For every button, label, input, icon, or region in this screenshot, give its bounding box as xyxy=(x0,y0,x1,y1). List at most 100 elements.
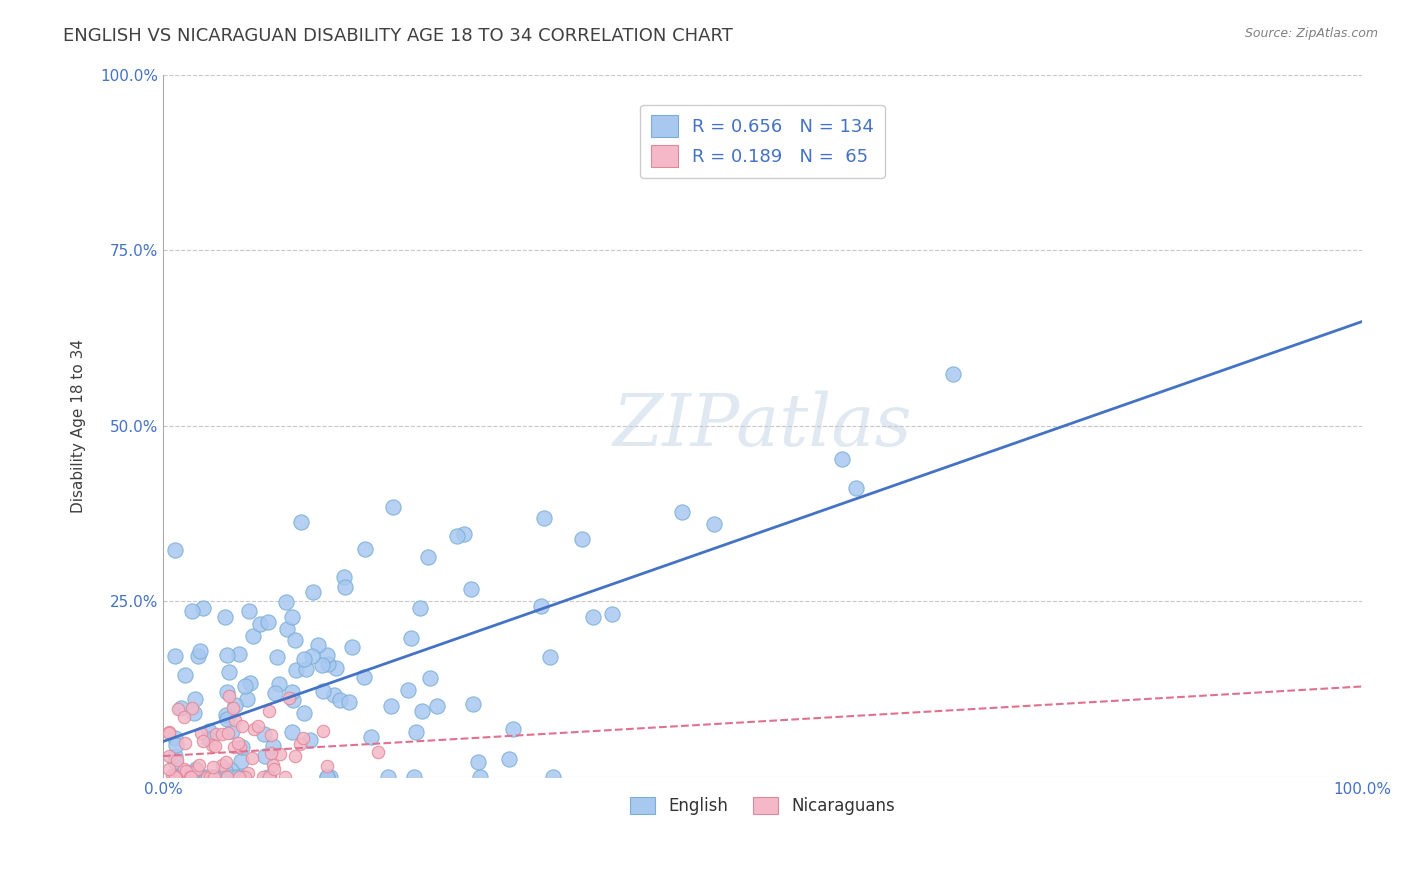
Point xyxy=(298,733,321,747)
Point xyxy=(316,758,339,772)
Point xyxy=(207,770,229,784)
Point xyxy=(240,751,263,765)
Point xyxy=(247,719,270,733)
Y-axis label: Disability Age 18 to 34: Disability Age 18 to 34 xyxy=(72,339,86,513)
Point xyxy=(238,604,260,618)
Point xyxy=(202,760,225,774)
Point xyxy=(190,726,212,740)
Point xyxy=(165,770,187,784)
Point xyxy=(260,746,283,760)
Point xyxy=(211,758,233,772)
Point xyxy=(173,770,195,784)
Point xyxy=(260,728,283,742)
Point xyxy=(353,670,375,684)
Point xyxy=(284,633,307,648)
Point xyxy=(198,770,221,784)
Point xyxy=(169,770,191,784)
Point xyxy=(398,683,420,698)
Point xyxy=(157,725,180,739)
Point xyxy=(174,764,197,778)
Point xyxy=(467,755,489,769)
Point xyxy=(214,764,236,778)
Point xyxy=(281,685,304,699)
Point xyxy=(173,709,195,723)
Point xyxy=(163,731,186,745)
Point xyxy=(187,648,209,663)
Point xyxy=(337,695,360,709)
Point xyxy=(201,770,224,784)
Point xyxy=(533,511,555,525)
Point xyxy=(226,770,249,784)
Point xyxy=(301,648,323,663)
Point xyxy=(157,726,180,740)
Point xyxy=(340,640,363,654)
Point xyxy=(269,747,291,761)
Point xyxy=(239,676,262,690)
Point xyxy=(312,684,335,698)
Point xyxy=(382,500,405,514)
Point xyxy=(231,718,253,732)
Point xyxy=(191,770,214,784)
Point xyxy=(538,650,561,665)
Point xyxy=(502,723,524,737)
Point xyxy=(217,770,239,784)
Point xyxy=(218,665,240,679)
Point xyxy=(166,754,188,768)
Point xyxy=(163,748,186,763)
Point xyxy=(332,570,354,584)
Point xyxy=(191,601,214,615)
Point xyxy=(277,690,299,705)
Point xyxy=(582,610,605,624)
Point xyxy=(174,770,197,784)
Point xyxy=(233,770,256,784)
Point xyxy=(831,452,853,467)
Point xyxy=(571,532,593,546)
Point xyxy=(319,770,342,784)
Point xyxy=(333,580,356,594)
Point xyxy=(226,736,249,750)
Point xyxy=(221,700,243,714)
Point xyxy=(325,661,347,675)
Point xyxy=(163,770,186,784)
Point xyxy=(204,727,226,741)
Point xyxy=(222,740,245,755)
Point xyxy=(163,770,186,784)
Point xyxy=(229,770,252,784)
Point xyxy=(316,770,339,784)
Point xyxy=(257,704,280,718)
Point xyxy=(204,739,226,753)
Point xyxy=(411,705,433,719)
Point xyxy=(276,622,298,636)
Point xyxy=(315,770,337,784)
Point xyxy=(252,770,274,784)
Point xyxy=(315,648,337,662)
Point xyxy=(197,770,219,784)
Point xyxy=(167,770,190,784)
Point xyxy=(226,770,249,784)
Point xyxy=(453,527,475,541)
Point xyxy=(292,731,315,746)
Point xyxy=(180,701,202,715)
Point xyxy=(201,770,224,784)
Point xyxy=(409,600,432,615)
Point xyxy=(163,770,186,784)
Point xyxy=(288,737,311,751)
Point xyxy=(377,770,399,784)
Point xyxy=(163,648,186,663)
Point xyxy=(211,726,233,740)
Point xyxy=(202,770,225,784)
Point xyxy=(165,739,187,753)
Point xyxy=(703,517,725,532)
Point xyxy=(224,713,246,727)
Point xyxy=(401,631,423,645)
Point xyxy=(426,698,449,713)
Point xyxy=(229,740,252,755)
Point xyxy=(281,692,304,706)
Point xyxy=(530,599,553,614)
Point xyxy=(257,770,280,784)
Point xyxy=(228,647,250,661)
Point xyxy=(169,701,191,715)
Point xyxy=(202,770,225,784)
Point xyxy=(281,610,304,624)
Point xyxy=(157,762,180,776)
